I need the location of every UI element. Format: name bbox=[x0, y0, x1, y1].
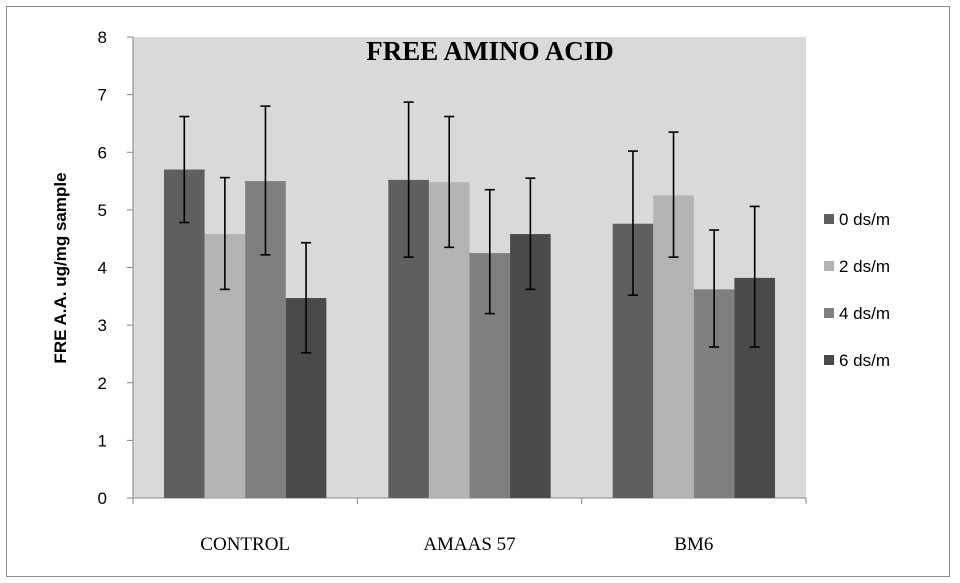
x-axis: CONTROL AMAAS 57 BM6 bbox=[132, 497, 807, 555]
y-tick-label: 1 bbox=[98, 431, 107, 450]
legend-item: 6 ds/m bbox=[824, 351, 890, 370]
y-tick-label: 8 bbox=[98, 28, 107, 47]
legend-item: 4 ds/m bbox=[824, 304, 890, 323]
error-bar bbox=[179, 115, 190, 224]
legend-item: 0 ds/m bbox=[824, 210, 890, 229]
y-tick-label: 0 bbox=[98, 489, 107, 508]
y-tick-label: 4 bbox=[98, 259, 107, 278]
x-category-label: BM6 bbox=[674, 534, 713, 555]
y-axis: 0 1 2 3 4 5 6 7 8 bbox=[98, 28, 134, 508]
x-category-label: AMAAS 57 bbox=[423, 534, 515, 555]
error-bar bbox=[260, 105, 271, 256]
chart-title: FREE AMINO ACID bbox=[366, 36, 614, 66]
legend-swatch bbox=[824, 308, 834, 318]
legend-swatch bbox=[824, 355, 834, 365]
legend-label: 2 ds/m bbox=[839, 257, 890, 276]
y-tick-label: 3 bbox=[98, 316, 107, 335]
y-tick-label: 6 bbox=[98, 143, 107, 162]
error-bar bbox=[484, 188, 495, 315]
legend: 0 ds/m 2 ds/m 4 ds/m 6 ds/m bbox=[824, 210, 890, 370]
error-bar bbox=[627, 150, 638, 296]
legend-swatch bbox=[824, 214, 834, 224]
legend-label: 0 ds/m bbox=[839, 210, 890, 229]
x-category-label: CONTROL bbox=[200, 534, 290, 555]
error-bar bbox=[668, 131, 679, 258]
legend-swatch bbox=[824, 261, 834, 271]
legend-item: 2 ds/m bbox=[824, 257, 890, 276]
bar bbox=[164, 169, 205, 498]
error-bar bbox=[525, 177, 536, 291]
error-bar bbox=[444, 115, 455, 249]
error-bar bbox=[749, 205, 760, 348]
legend-label: 4 ds/m bbox=[839, 304, 890, 323]
error-bar bbox=[301, 241, 312, 354]
y-tick-label: 2 bbox=[98, 374, 107, 393]
y-axis-label: FRE A.A. ug/mg sample bbox=[51, 172, 70, 363]
y-tick-label: 5 bbox=[98, 201, 107, 220]
bars-group bbox=[164, 169, 775, 498]
y-tick-label: 7 bbox=[98, 86, 107, 105]
legend-label: 6 ds/m bbox=[839, 351, 890, 370]
error-bars-group bbox=[179, 101, 760, 354]
error-bar bbox=[709, 229, 720, 348]
error-bar bbox=[219, 176, 230, 291]
error-bar bbox=[403, 101, 414, 258]
